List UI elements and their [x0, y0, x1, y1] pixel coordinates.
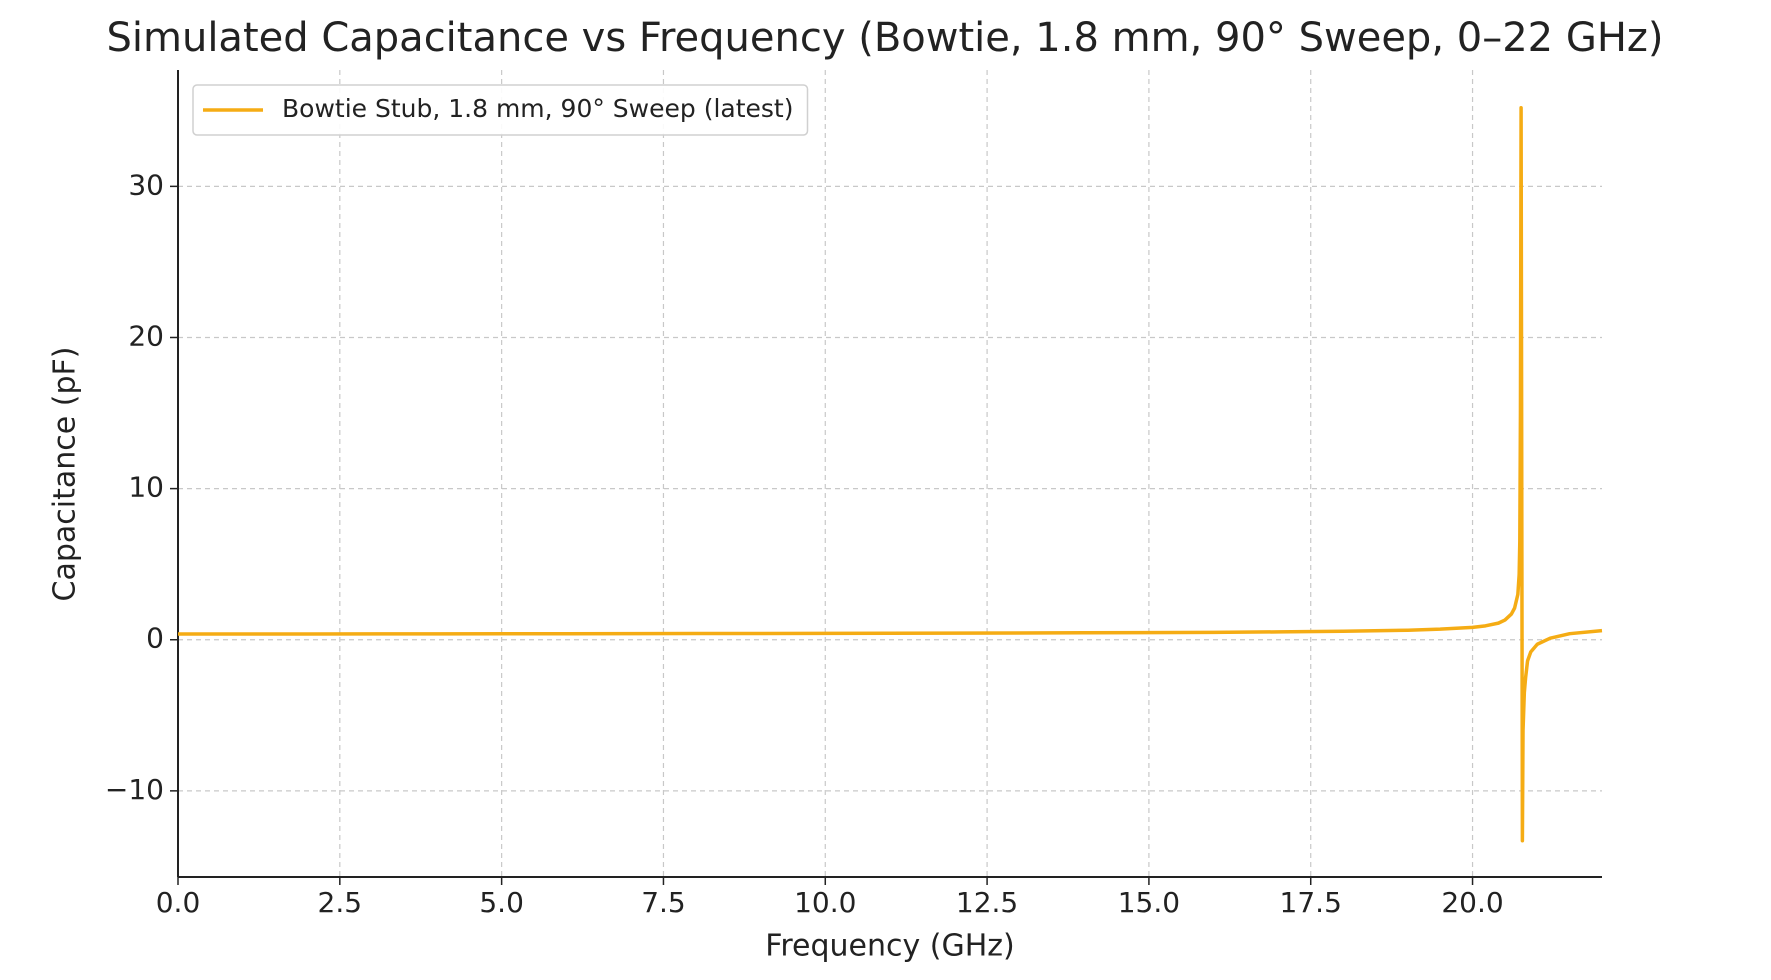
x-tick-label: 2.5 — [318, 886, 363, 919]
y-axis-label: Capacitance (pF) — [48, 347, 83, 602]
x-axis-label: Frequency (GHz) — [765, 929, 1014, 964]
y-tick-label: 30 — [128, 168, 164, 201]
x-tick-label: 7.5 — [641, 886, 686, 919]
legend-box — [192, 84, 809, 136]
y-tick-label: 0 — [146, 622, 164, 655]
y-tick-label: 20 — [128, 319, 164, 352]
legend-label: Bowtie Stub, 1.8 mm, 90° Sweep (latest) — [282, 94, 794, 123]
x-tick-label: 10.0 — [794, 886, 856, 919]
y-tick-label: −10 — [105, 773, 164, 806]
legend: Bowtie Stub, 1.8 mm, 90° Sweep (latest) — [192, 84, 809, 136]
x-tick-label: 5.0 — [479, 886, 524, 919]
x-tick-label: 17.5 — [1280, 886, 1342, 919]
x-tick-label: 15.0 — [1118, 886, 1180, 919]
data-line — [178, 106, 1603, 843]
chart-title: Simulated Capacitance vs Frequency (Bowt… — [107, 15, 1664, 61]
y-tick-label: 10 — [128, 471, 164, 504]
x-tick-label: 12.5 — [956, 886, 1018, 919]
x-tick-label: 0.0 — [156, 886, 201, 919]
x-tick-label: 20.0 — [1441, 886, 1503, 919]
